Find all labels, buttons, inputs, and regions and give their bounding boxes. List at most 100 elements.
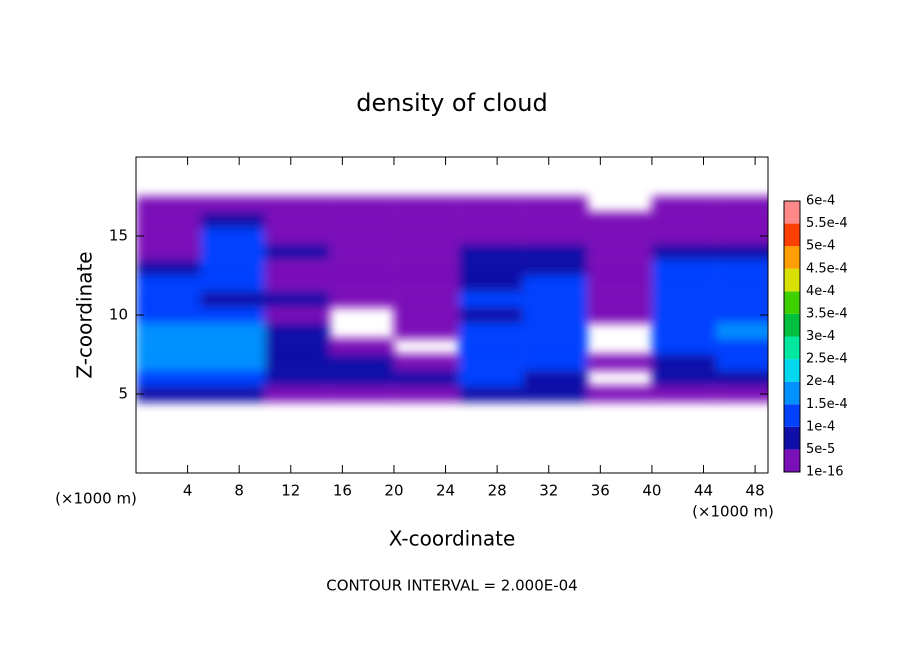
field-cell [522,212,588,229]
field-cell [522,354,588,371]
field-cell [458,354,523,371]
field-cell [716,259,768,276]
field-cell [587,212,652,229]
field-cell [587,243,652,260]
colorbar-label: 5.5e-4 [806,216,848,231]
y-tick-label: 10 [109,306,128,324]
colorbar-label: 1e-16 [806,465,844,480]
field-cell [136,275,201,292]
field-cell [264,291,330,308]
field-cell [458,259,523,276]
colorbar-label: 3e-4 [806,329,835,344]
field-cell [200,275,265,292]
field-cell [651,212,717,229]
y-axis-label: Z-coordinate [73,251,97,378]
field-cell [136,243,201,260]
field-cell [651,370,717,387]
field-cell [458,291,523,308]
field-cell [716,291,768,308]
field-cell [522,228,588,244]
field-cell [329,196,394,213]
field-cell [200,196,265,213]
field-cell [329,243,394,260]
field-cell [587,259,652,276]
colorbar-band [784,404,800,427]
y-unit: (×1000 m) [55,490,137,508]
field-cell [264,354,330,371]
x-tick-label: 4 [183,482,193,500]
field-cell [522,275,588,292]
field-cell [522,386,588,402]
y-tick-label: 5 [118,385,128,403]
x-tick-label: 44 [694,482,713,500]
x-axis-label: X-coordinate [389,527,516,551]
field-cell [587,354,652,371]
field-cell [264,307,330,323]
colorbar-label: 5e-5 [806,442,835,457]
field-cell [716,212,768,229]
field-cell [264,386,330,402]
colorbar-label: 1.5e-4 [806,397,848,412]
field-cell [136,196,201,213]
field-cell [651,386,717,402]
field-cell [458,228,523,244]
field-cell [458,243,523,260]
field-cell [651,259,717,276]
field-cell [393,322,459,339]
field-cell [651,243,717,260]
colorbar-label: 6e-4 [806,194,835,209]
colorbar-band [784,313,800,337]
field-cell [716,196,768,213]
x-tick-label: 20 [384,482,403,500]
field-cell [458,196,523,213]
colorbar-band [784,336,800,360]
field-cell [329,338,394,355]
field-cell [522,259,588,276]
field-cell [136,307,201,323]
field-cell [329,291,394,308]
field-cell [393,212,459,229]
field [136,196,768,402]
colorbar-band [784,449,800,472]
field-cell [522,322,588,339]
field-cell [716,275,768,292]
field-cell [458,370,523,387]
field-cell [200,386,265,402]
field-cell [329,370,394,387]
field-cell [136,338,201,355]
colorbar-label: 4e-4 [806,284,835,299]
x-unit: (×1000 m) [692,503,774,521]
field-cell [136,259,201,276]
field-cell [651,291,717,308]
field-cell [200,228,265,244]
field-cell [200,370,265,387]
field-cell [651,322,717,339]
x-tick-label: 12 [281,482,300,500]
field-cell [136,370,201,387]
field-cell [716,322,768,339]
field-cell [264,243,330,260]
field-cell [264,370,330,387]
field-cell [716,370,768,387]
field-cell [393,354,459,371]
field-cell [136,291,201,308]
colorbar-frame [783,200,801,473]
field-cell [264,259,330,276]
field-cell [329,354,394,371]
field-cell [651,354,717,371]
field-cell [136,228,201,244]
field-cell [329,275,394,292]
field-cell [587,275,652,292]
field-cell [458,307,523,323]
field-cell [200,354,265,371]
field-cell [393,228,459,244]
field-cell [716,386,768,402]
footer: CONTOUR INTERVAL = 2.000E-04 [326,577,577,595]
field-cell [587,307,652,323]
field-cell [329,228,394,244]
y-tick-label: 15 [109,227,128,245]
field-cell [136,354,201,371]
colorbar-band [784,201,800,224]
field-cell [458,275,523,292]
colorbar-band [784,381,800,405]
